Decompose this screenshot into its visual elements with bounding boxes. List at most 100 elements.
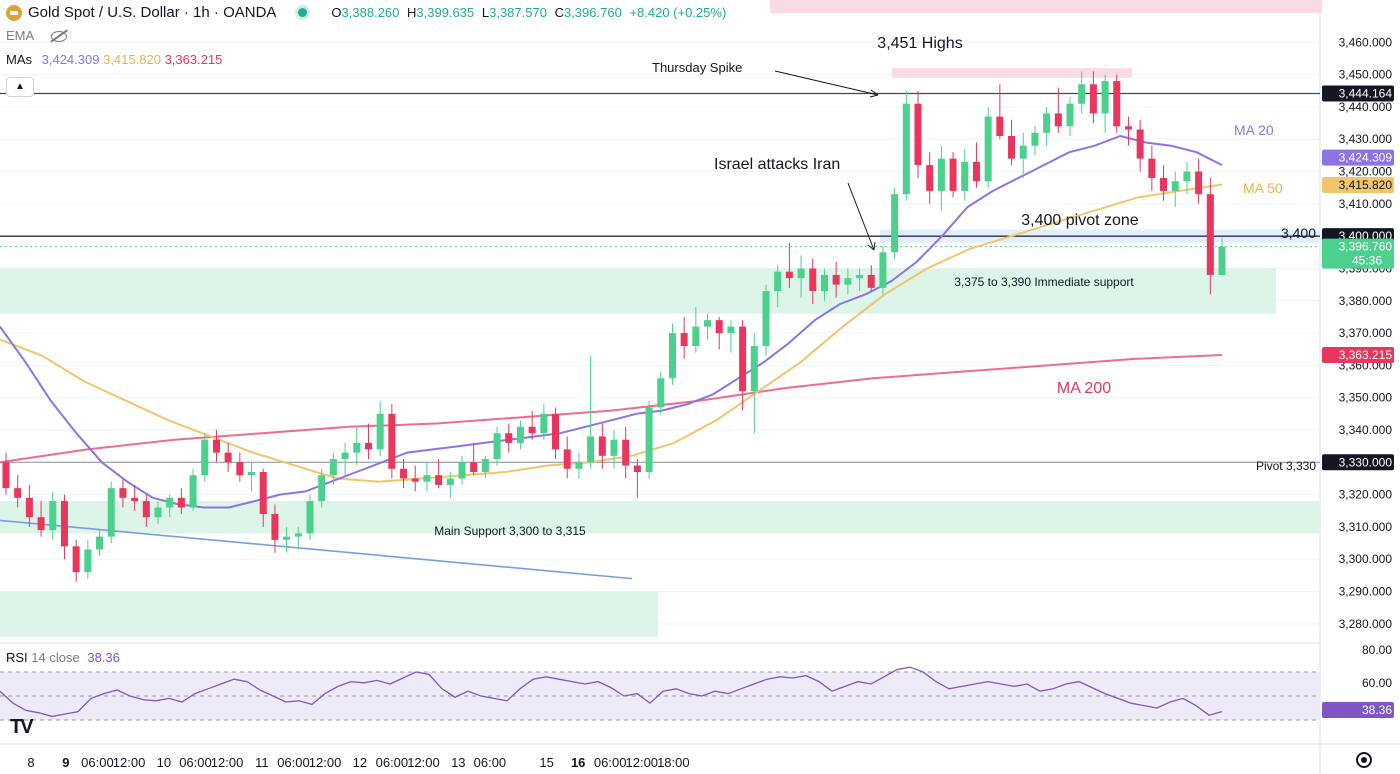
ma50-value: 3,415.820 [103,52,161,67]
candle-body [563,449,571,469]
symbol-title[interactable]: Gold Spot / U.S. Dollar · 1h · OANDA [28,4,277,21]
candle-body [949,158,957,191]
candle-body [411,478,419,482]
ma200-label: MA 200 [1057,380,1111,397]
candle-body [657,378,665,408]
time-tick-label: 06:00 [594,755,627,770]
candle-body [704,320,712,327]
ma50-tag-text: 3,415.820 [1339,178,1393,192]
tradingview-logo-icon[interactable]: TV [10,716,34,738]
candle-body [84,549,92,573]
israel-arrow [847,182,875,251]
price-tick-label: 3,310.000 [1339,520,1393,534]
time-tick-label: 15 [539,755,553,770]
candle-body [961,161,969,191]
candle-body [1101,81,1109,114]
candle-body [306,501,314,534]
arrowhead [869,89,879,98]
candle-body [1206,194,1214,275]
trendline [0,519,633,580]
candle-body [435,475,443,485]
candle-body [1113,81,1121,127]
candle-body [739,326,747,392]
time-tick-label: 06:00 [474,755,507,770]
candle-body [774,271,782,292]
time-tick-label: 12:00 [626,755,659,770]
candle-body [856,274,864,279]
candle-body [984,116,992,182]
candle-body [14,488,22,498]
candle-body [107,488,115,537]
candle-body [902,103,910,195]
candle-body [1089,84,1097,114]
price-tick-label: 3,280.000 [1339,617,1393,631]
candle-body [785,271,793,279]
candle-body [49,501,57,531]
rsi-legend[interactable]: RSI 14 close 38.36 [6,650,120,665]
candle-body [1136,129,1144,159]
candle-body [937,158,945,191]
candle-body [119,488,127,498]
candle-body [1066,103,1074,127]
candle-body [154,507,162,518]
ohlc-readout: O3,388.260 H3,399.635 L3,387.570 C3,396.… [331,5,727,20]
zone-upper-resistance [770,0,1322,13]
candle-body [680,333,688,346]
time-tick-label: 06:00 [81,755,114,770]
candle-body [131,497,139,502]
candle-body [1218,246,1226,275]
candle-body [715,320,723,334]
candle-body [1008,136,1016,159]
chevron-up-icon[interactable]: ▲ [6,77,34,97]
chart-header: Gold Spot / U.S. Dollar · 1h · OANDA O3,… [6,4,730,21]
countdown-text: 45:36 [1352,254,1382,268]
candle-body [996,116,1004,136]
candle-body [1148,158,1156,178]
candle-body [1043,113,1051,133]
candle-body [271,514,279,540]
time-tick-label: 12:00 [211,755,244,770]
rsi-tick-label: 60.00 [1362,676,1392,690]
candle-body [552,413,560,450]
candle-body [610,439,618,456]
candle-body [400,468,408,479]
candle-body [972,161,980,182]
candle-body [797,268,805,279]
candle-body [341,452,349,460]
level-3330-tag [1322,454,1394,471]
ema-legend[interactable]: EMA [6,28,68,43]
candle-body [692,326,700,346]
candle-body [505,433,513,443]
candle-body [762,291,770,346]
candle-body [376,413,384,450]
zone-highs-zone [892,68,1132,78]
candle-body [867,274,875,288]
last-price-tag [1322,238,1394,269]
market-status-icon [298,8,308,17]
rsi-value-tag-text: 38.36 [1362,703,1392,717]
pivot-zone-label: 3,400 pivot zone [1021,212,1139,229]
candle-body [177,497,185,508]
price-tick-label: 3,320.000 [1339,488,1393,502]
candle-body [633,465,641,472]
settings-icon[interactable] [1356,752,1372,768]
candle-body [2,462,10,489]
mas-legend[interactable]: MAs 3,424.309 3,415.820 3,363.215 [6,52,222,67]
candle-body [1124,126,1132,130]
candle-body [598,436,606,456]
candle-body [528,426,536,434]
candle-body [458,462,466,479]
candle-body [820,274,828,292]
ma50-tag [1322,177,1394,194]
candle-body [353,442,361,453]
candle-body [25,497,33,518]
candle-body [388,413,396,469]
candle-body [166,497,174,508]
candle-body [622,439,630,466]
candle-body [914,103,922,166]
eye-hidden-icon[interactable] [51,31,68,43]
time-tick-label: 12 [353,755,367,770]
mas-label: MAs [6,52,32,67]
ma20-tag [1322,149,1394,166]
